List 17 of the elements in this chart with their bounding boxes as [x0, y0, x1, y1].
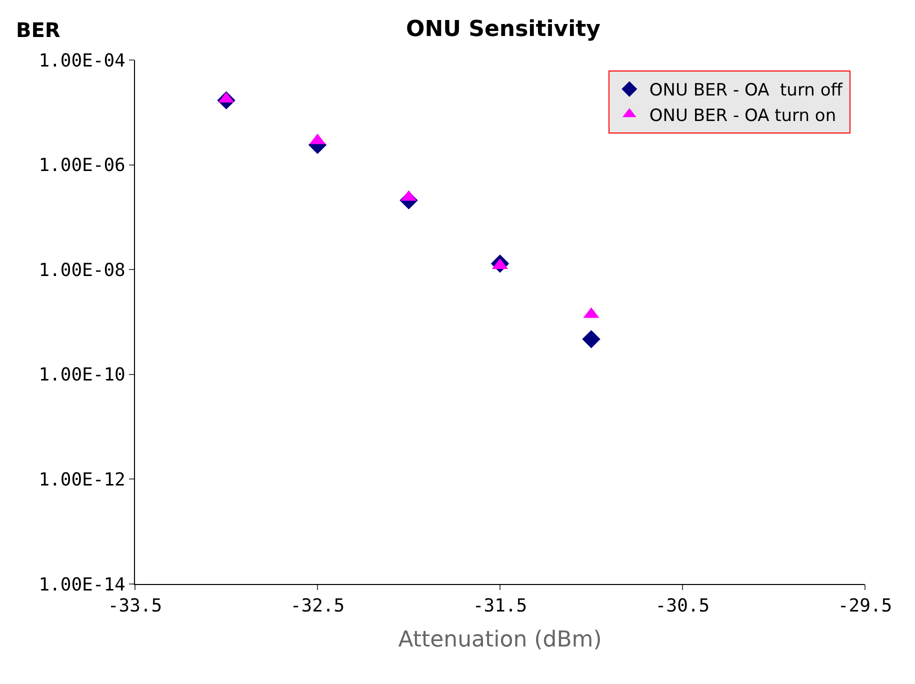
y-tick-label: 1.00E-10: [38, 364, 126, 386]
y-tick-label: 1.00E-12: [38, 470, 126, 490]
chart-title: ONU Sensitivity: [406, 16, 600, 42]
legend-label: ONU BER - OA turn on: [649, 106, 836, 126]
x-tick-label: -32.5: [290, 596, 345, 617]
x-tick-label: -33.5: [108, 596, 162, 617]
point: [582, 330, 600, 348]
y-tick-label: 1.00E-06: [38, 155, 126, 176]
y-axis-title: BER: [16, 18, 60, 42]
x-tick-label: -30.5: [655, 596, 710, 617]
y-tick-label: 1.00E-14: [38, 574, 126, 596]
y-tick-label: 1.00E-04: [38, 50, 126, 72]
y-tick-label: 1.00E-08: [38, 260, 126, 281]
x-axis-title: Attenuation (dBm): [398, 628, 602, 652]
legend-label: ONU BER - OA turn off: [649, 80, 844, 101]
x-tick-label: -31.5: [472, 596, 528, 617]
x-tick-label: -29.5: [838, 596, 892, 617]
